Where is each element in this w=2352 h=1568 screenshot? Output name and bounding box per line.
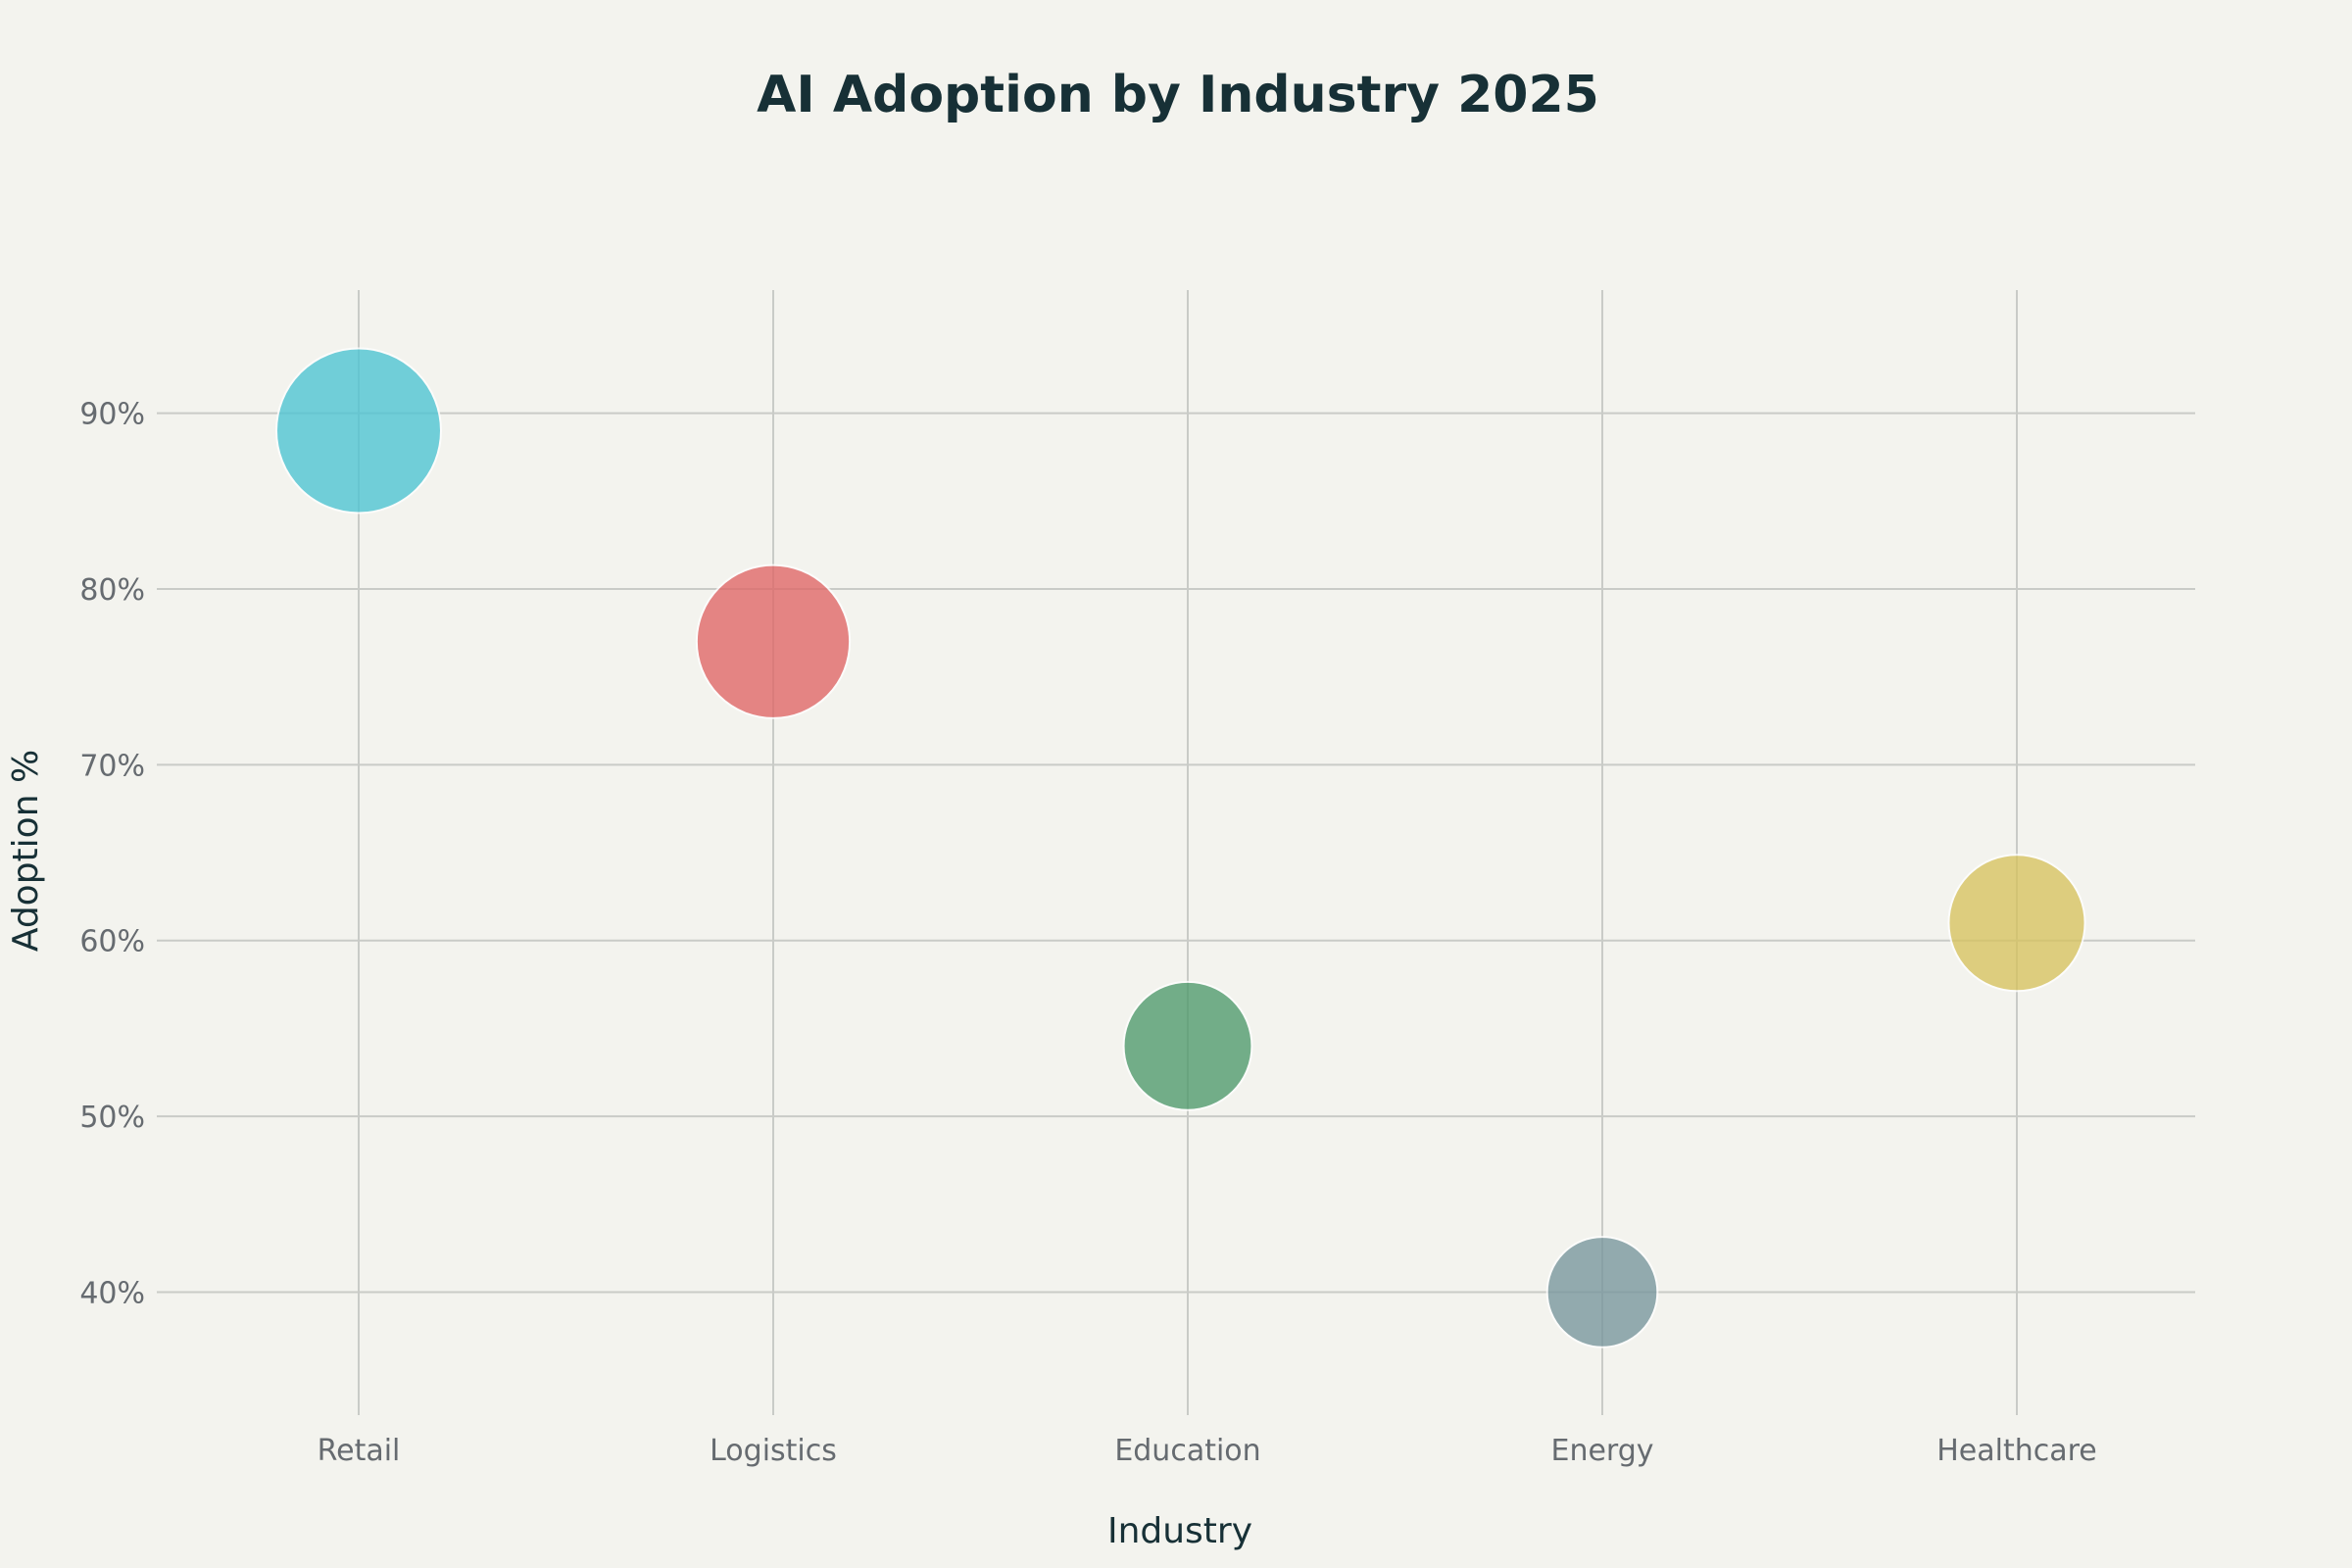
y-tick-label: 70% [79,749,145,783]
y-tick-label: 90% [79,398,145,432]
x-tick-label-retail: Retail [318,1434,401,1468]
x-tick-label-energy: Energy [1550,1434,1653,1468]
y-tick-label: 50% [79,1101,145,1135]
y-tick-label: 60% [79,925,145,959]
x-tick-label-healthcare: Healthcare [1936,1434,2097,1468]
y-tick-label: 40% [79,1276,145,1310]
x-tick-label-education: Education [1114,1434,1260,1468]
bubble-layer [275,347,2086,1348]
y-axis-title: Adoption % [6,750,46,952]
bubble-healthcare[interactable] [1947,854,2086,993]
bubble-education[interactable] [1122,980,1253,1111]
x-tick-label-logistics: Logistics [710,1434,837,1468]
bubble-retail[interactable] [275,347,442,514]
bubble-logistics[interactable] [695,564,852,719]
bubble-energy[interactable] [1545,1236,1659,1348]
x-axis-title: Industry [1107,1511,1252,1551]
y-tick-label: 80% [79,573,145,608]
tick-layer: 40% 50% 60% 70% 80% 90% Retail Logistics Educati… [79,398,2096,1468]
chart-title: AI Adoption by Industry 2025 [757,66,1599,124]
grid-layer [157,290,2195,1415]
